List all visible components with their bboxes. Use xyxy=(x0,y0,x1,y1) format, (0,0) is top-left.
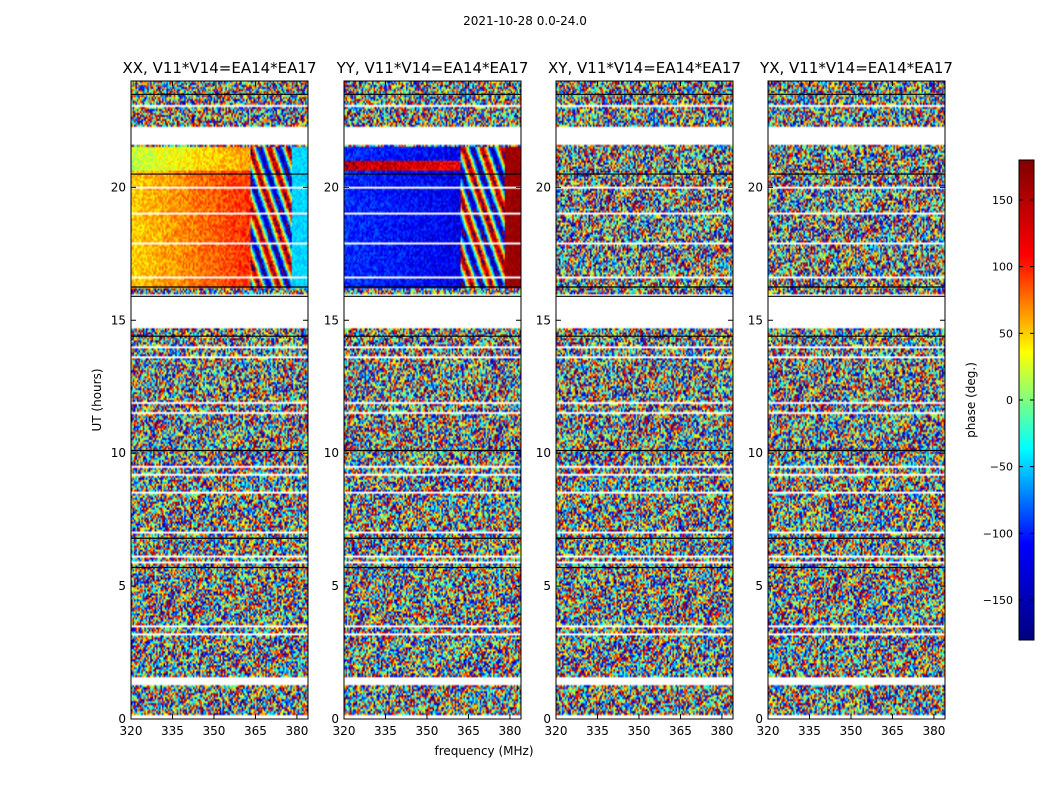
x-tick-label: 335 xyxy=(161,724,184,738)
heatmap-image xyxy=(556,81,733,719)
colorbar-tick-label: 100 xyxy=(992,261,1013,274)
y-tick-label: 20 xyxy=(324,180,339,194)
x-tick-label: 365 xyxy=(881,724,904,738)
x-axis-label: frequency (MHz) xyxy=(434,744,533,758)
x-tick-label: 350 xyxy=(840,724,863,738)
y-tick-label: 20 xyxy=(748,180,763,194)
x-tick-label: 365 xyxy=(244,724,267,738)
colorbar-tick-label: −100 xyxy=(983,527,1013,540)
x-tick-label: 350 xyxy=(628,724,651,738)
x-tick-label: 335 xyxy=(586,724,609,738)
x-tick-label: 350 xyxy=(203,724,226,738)
x-tick-label: 320 xyxy=(120,724,143,738)
y-tick-label: 15 xyxy=(111,313,126,327)
heatmap-image xyxy=(344,81,521,719)
y-tick-label: 0 xyxy=(755,712,763,726)
panel-frame xyxy=(343,80,522,720)
panel-4: YX, V11*V14=EA14*EA17 320 335 350 365 380 0 5 10… xyxy=(748,59,953,738)
colorbar-tick-label: 0 xyxy=(1006,394,1013,407)
x-tick-label: 380 xyxy=(498,724,521,738)
colorbar-tick-label: −50 xyxy=(990,461,1013,474)
y-tick-label: 5 xyxy=(543,579,551,593)
panel-3: XY, V11*V14=EA14*EA17 320 335 350 365 380 0 5 10… xyxy=(536,59,741,738)
x-tick-label: 320 xyxy=(757,724,780,738)
x-tick-label: 380 xyxy=(285,724,308,738)
colorbar-tick-label: −150 xyxy=(983,594,1013,607)
x-tick-label: 320 xyxy=(333,724,356,738)
y-tick-label: 15 xyxy=(536,313,551,327)
y-tick-label: 15 xyxy=(324,313,339,327)
panel-frame xyxy=(130,80,309,720)
y-tick-label: 0 xyxy=(118,712,126,726)
colorbar-tick-label: 150 xyxy=(992,194,1013,207)
panel-title: XX, V11*V14=EA14*EA17 xyxy=(122,59,316,77)
y-tick-label: 0 xyxy=(331,712,339,726)
panel-frame xyxy=(555,80,734,720)
y-tick-label: 5 xyxy=(118,579,126,593)
y-tick-label: 15 xyxy=(748,313,763,327)
panel-2: YY, V11*V14=EA14*EA17 320 335 350 365 380 0 5 10… xyxy=(324,59,529,738)
x-tick-label: 365 xyxy=(457,724,480,738)
x-tick-label: 380 xyxy=(710,724,733,738)
x-tick-label: 350 xyxy=(416,724,439,738)
panel-title: XY, V11*V14=EA14*EA17 xyxy=(548,59,741,77)
x-tick-label: 320 xyxy=(545,724,568,738)
x-tick-label: 365 xyxy=(669,724,692,738)
colorbar-label: phase (deg.) xyxy=(964,362,978,438)
y-tick-label: 10 xyxy=(748,446,763,460)
heatmap-image xyxy=(768,81,945,719)
panel-title: YY, V11*V14=EA14*EA17 xyxy=(336,59,529,77)
x-tick-label: 335 xyxy=(374,724,397,738)
panel-title: YX, V11*V14=EA14*EA17 xyxy=(759,59,953,77)
y-tick-label: 20 xyxy=(536,180,551,194)
y-axis-label: UT (hours) xyxy=(90,368,104,431)
figure-suptitle: 2021-10-28 0.0-24.0 xyxy=(463,14,587,28)
x-tick-label: 380 xyxy=(922,724,945,738)
panel-frame xyxy=(767,80,946,720)
panel-1: XX, V11*V14=EA14*EA17 320 335 350 365 380 0 5 10… xyxy=(111,59,317,738)
y-tick-label: 10 xyxy=(536,446,551,460)
y-tick-label: 5 xyxy=(755,579,763,593)
heatmap-image xyxy=(131,81,308,719)
y-tick-label: 20 xyxy=(111,180,126,194)
x-tick-label: 335 xyxy=(798,724,821,738)
colorbar-tick-label: 50 xyxy=(999,327,1013,340)
y-tick-label: 10 xyxy=(111,446,126,460)
y-tick-label: 10 xyxy=(324,446,339,460)
y-tick-label: 5 xyxy=(331,579,339,593)
y-tick-label: 0 xyxy=(543,712,551,726)
